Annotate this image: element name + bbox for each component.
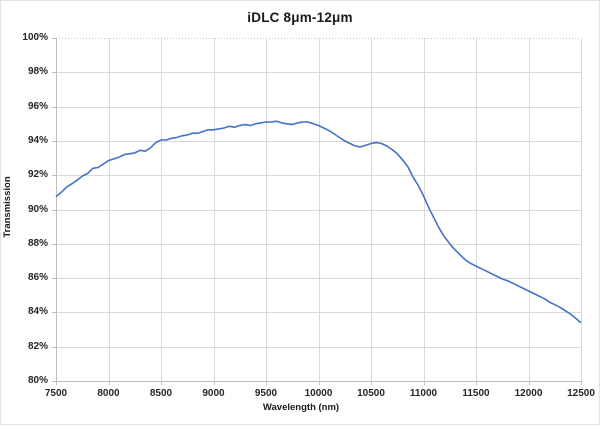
y-tick-label: 98% (27, 66, 48, 78)
chart-title: iDLC 8μm-12μm (247, 10, 353, 25)
x-tick-label: 8500 (149, 388, 173, 399)
x-tick-label: 12500 (567, 388, 595, 399)
y-tick-label: 90% (27, 203, 48, 215)
x-tick-label: 11500 (462, 388, 490, 399)
y-tick-label: 86% (27, 272, 48, 284)
y-tick-label: 96% (27, 100, 48, 112)
y-tick-label: 88% (27, 237, 48, 249)
x-tick-label: 12000 (514, 388, 543, 399)
x-axis-title: Wavelength (nm) (262, 402, 340, 413)
y-tick-label: 80% (27, 375, 48, 386)
transmission-line (55, 120, 582, 324)
x-tick-label: 11000 (409, 388, 438, 399)
y-tick-label: 100% (22, 32, 48, 43)
x-tick-label: 9000 (202, 388, 225, 399)
x-tick-label: 7500 (44, 388, 68, 399)
x-tick-label: 9500 (254, 388, 278, 399)
y-tick-label: 94% (27, 134, 48, 146)
y-tick-label: 84% (27, 306, 48, 318)
x-tick-label: 8000 (97, 388, 120, 399)
x-tick-label: 10000 (304, 388, 333, 399)
y-tick-label: 92% (27, 169, 48, 181)
y-tick-label: 82% (27, 340, 48, 352)
x-tick-label: 10500 (357, 388, 385, 399)
